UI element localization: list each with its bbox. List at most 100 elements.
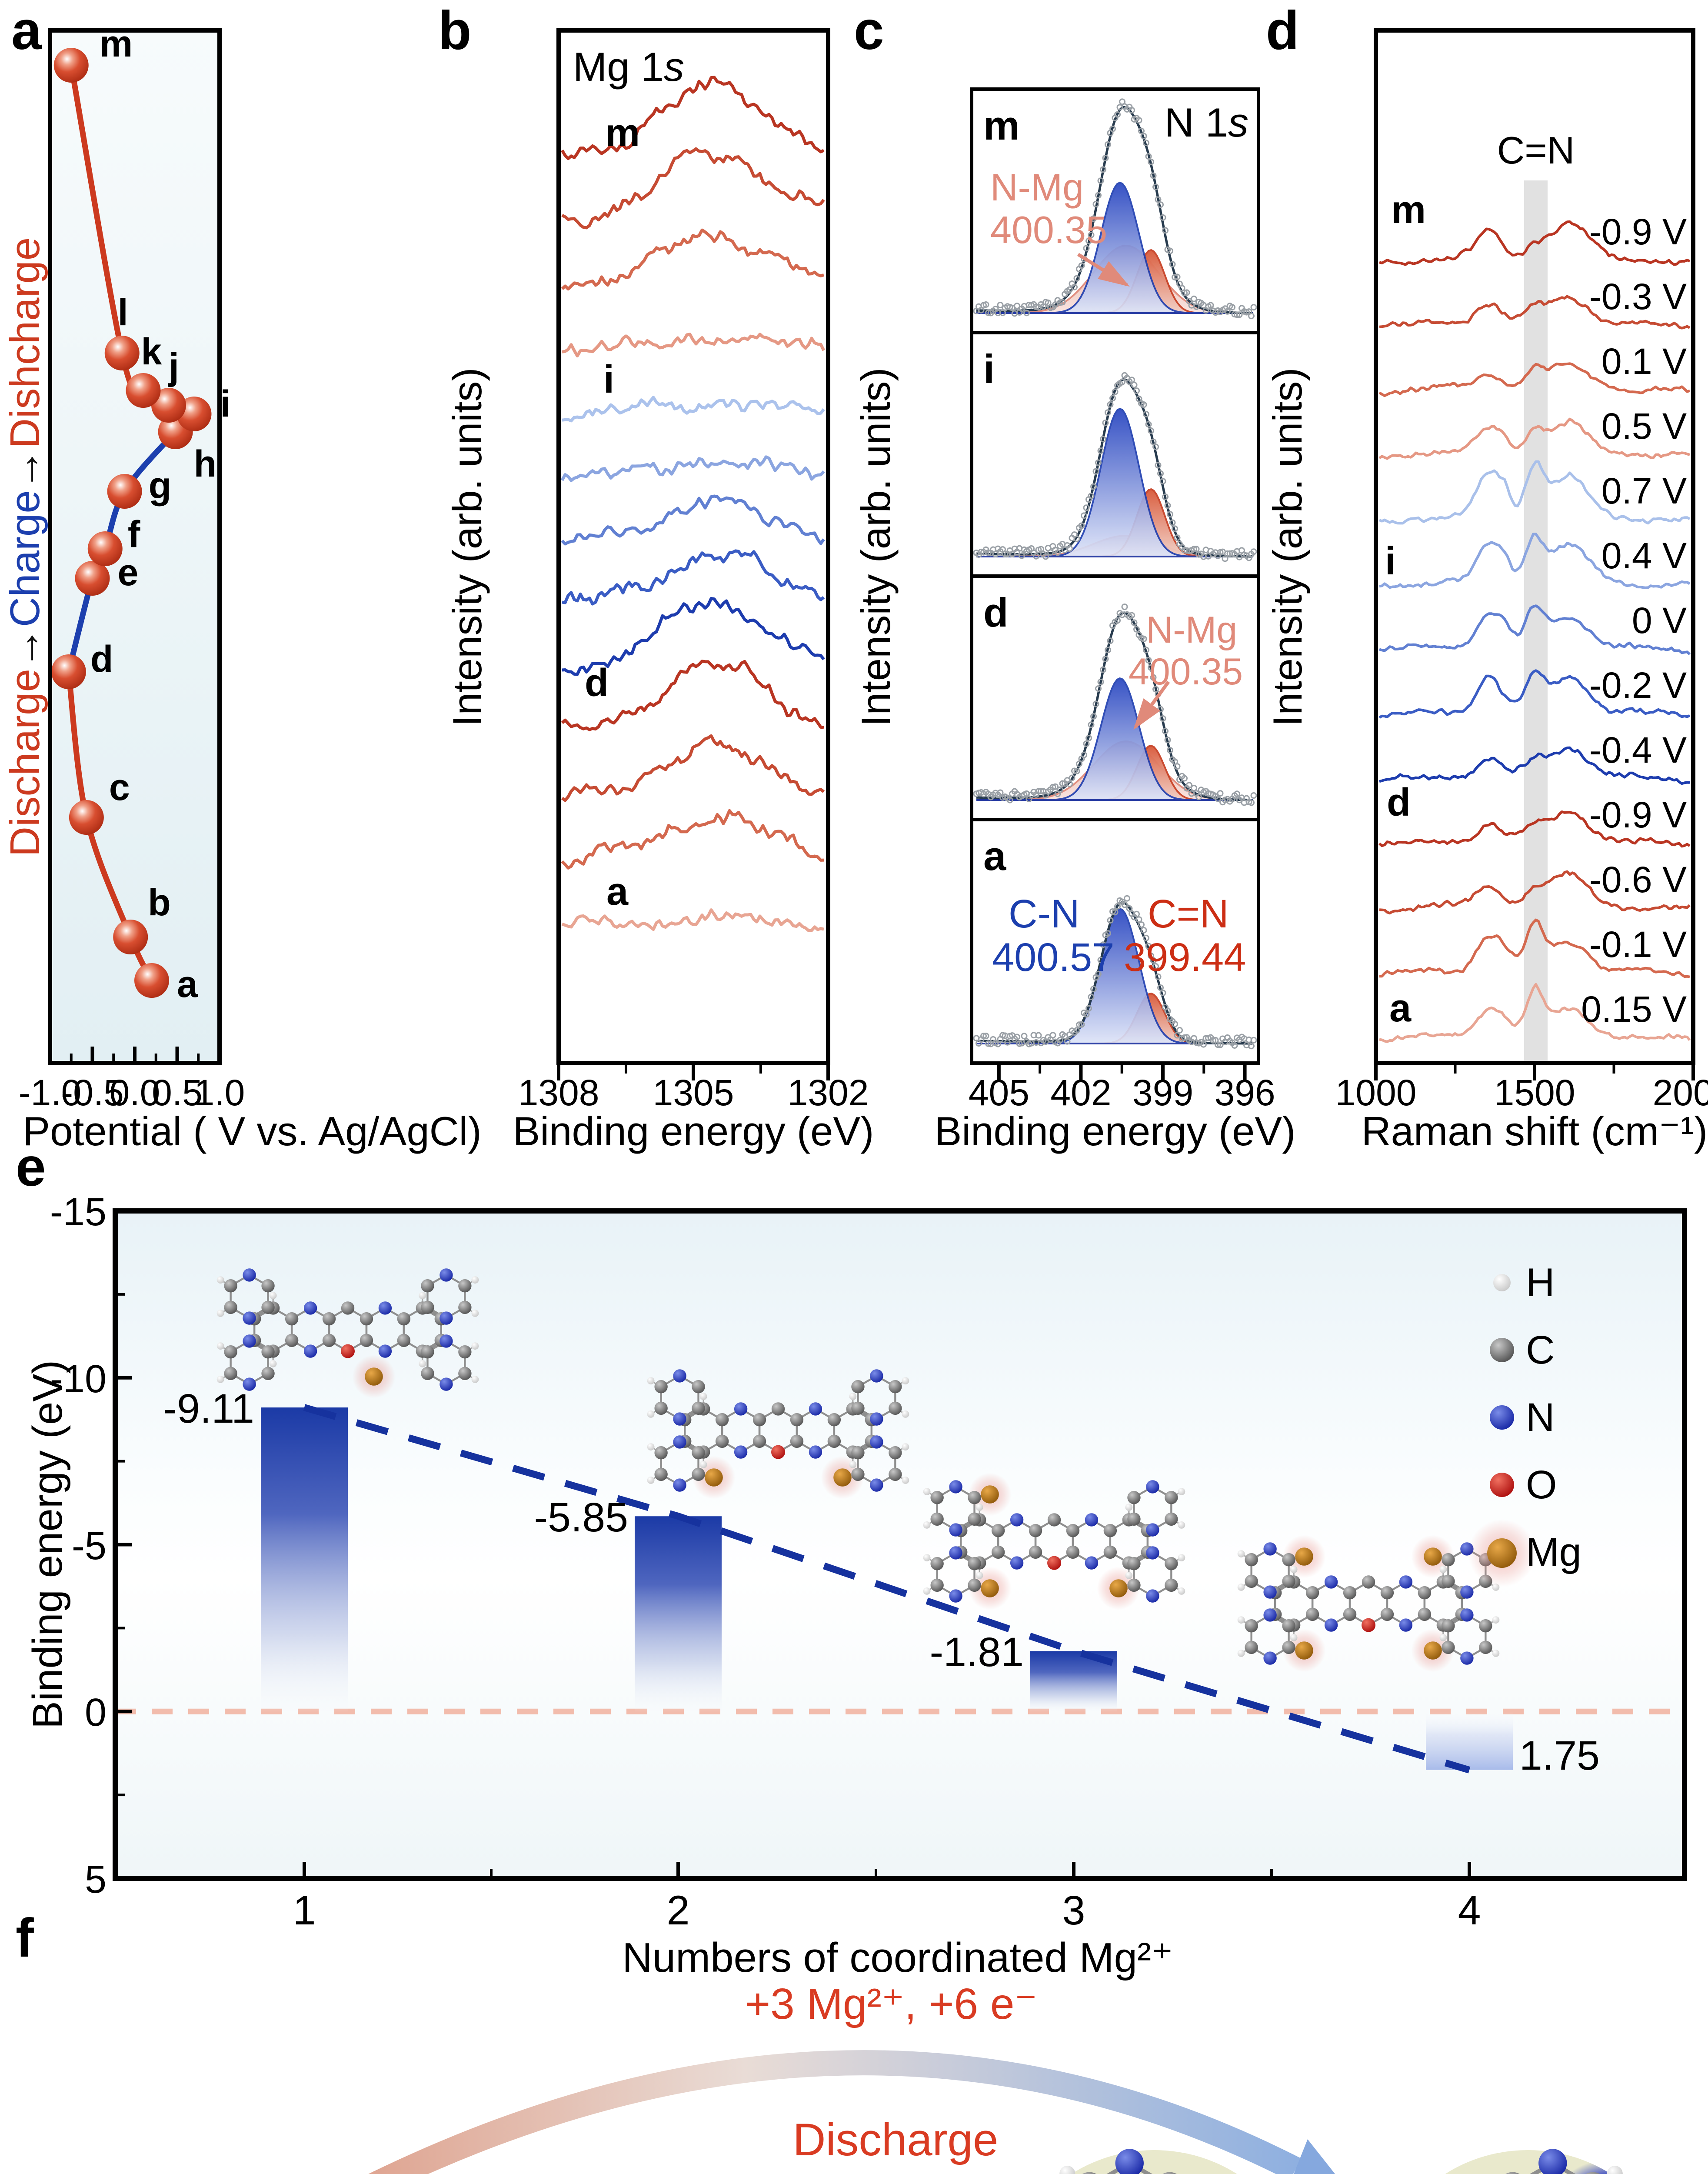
d-voltage-label-11: -0.1 V	[1589, 924, 1687, 965]
annotation-cn: C-N	[1009, 892, 1080, 936]
molecule	[647, 1369, 909, 1499]
molecule	[1237, 1535, 1500, 1672]
annotation-nmg-m: N-Mg	[990, 166, 1084, 209]
point-label-f: f	[127, 513, 140, 555]
d-x-tick: 1500	[1494, 1072, 1575, 1113]
c-x-tick: 405	[968, 1072, 1029, 1113]
a-x-tick: 1.0	[194, 1072, 245, 1113]
panel-e-x-axis-label: Numbers of coordinated Mg²⁺	[622, 1934, 1173, 1981]
e-x-tick: 3	[1062, 1887, 1085, 1934]
y-seg-charge: Charge	[2, 490, 48, 627]
b-curve-label-d: d	[585, 661, 609, 705]
panel-c-y-axis-label: Intensity (arb. units)	[853, 367, 899, 727]
molecule	[923, 1473, 1185, 1610]
panel-c-x-axis-label: Binding energy (eV)	[934, 1108, 1296, 1154]
d-x-tick: 1000	[1335, 1072, 1417, 1113]
e-legend-label-c: C	[1526, 1328, 1555, 1372]
d-voltage-label-4: 0.7 V	[1601, 470, 1687, 511]
point-label-h: h	[193, 443, 217, 485]
y-seg-arrow1: →	[2, 627, 48, 669]
point-label-a: a	[177, 964, 198, 1005]
point-label-k: k	[141, 331, 162, 373]
e-x-tick: 2	[666, 1887, 690, 1934]
e-legend-label-n: N	[1526, 1395, 1555, 1440]
panel-e-letter: e	[16, 1137, 46, 1197]
panel-b-letter: b	[438, 0, 472, 61]
panel-b-y-axis-label: Intensity (arb. units)	[444, 367, 490, 727]
d-voltage-label-0: -0.9 V	[1589, 211, 1687, 252]
d-curve-label-m: m	[1391, 188, 1426, 232]
point-label-j: j	[169, 346, 179, 387]
discharge-label: Discharge	[792, 2114, 999, 2165]
panel-a-letter: a	[11, 0, 42, 61]
panel-d-y-axis-label: Intensity (arb. units)	[1265, 367, 1310, 727]
d-voltage-label-9: -0.9 V	[1589, 794, 1687, 835]
b-curve-label-m: m	[605, 111, 640, 155]
a-x-tick: 0.5	[152, 1072, 203, 1113]
panel-d-x-axis-label: Raman shift (cm⁻¹)	[1361, 1108, 1708, 1154]
bar-value-2: -5.85	[534, 1494, 628, 1540]
b-curve-label-a: a	[606, 870, 629, 914]
d-voltage-label-10: -0.6 V	[1589, 859, 1687, 900]
c-x-tick: 402	[1050, 1072, 1112, 1113]
e-y-tick: 5	[84, 1858, 107, 1901]
panel-f-letter: f	[16, 1908, 34, 1968]
d-voltage-label-3: 0.5 V	[1601, 406, 1687, 447]
point-label-c: c	[109, 767, 130, 808]
panel-b-title: Mg 1s	[573, 44, 684, 90]
c-subpanel-label-a: a	[983, 833, 1006, 879]
b-curve-label-i: i	[603, 358, 615, 401]
e-y-tick: -5	[71, 1524, 107, 1568]
annotation-cen: C=N	[1148, 892, 1229, 936]
d-curve-label-a: a	[1389, 987, 1412, 1030]
e-y-tick: 0	[84, 1691, 107, 1735]
b-x-tick: 1308	[518, 1072, 599, 1113]
point-label-d: d	[90, 638, 113, 680]
c-subpanel-label-i: i	[983, 346, 995, 392]
e-legend-label-mg: Mg	[1526, 1530, 1581, 1574]
point-label-b: b	[148, 882, 171, 924]
annotation-nmg-d: N-Mg	[1146, 609, 1238, 651]
molecule	[1059, 2149, 1623, 2174]
point-label-g: g	[148, 465, 172, 507]
e-y-tick: -10	[50, 1357, 107, 1401]
point-label-i: i	[220, 383, 231, 425]
e-legend-label-o: O	[1526, 1463, 1557, 1507]
d-voltage-label-7: -0.2 V	[1589, 665, 1687, 706]
c-x-tick: 396	[1214, 1072, 1275, 1113]
e-x-tick: 4	[1458, 1887, 1481, 1934]
c-subpanel-label-m: m	[983, 103, 1020, 148]
d-voltage-label-1: -0.3 V	[1589, 276, 1687, 317]
point-label-l: l	[117, 292, 128, 333]
bar-value-1: -9.11	[163, 1386, 254, 1432]
e-x-tick: 1	[293, 1887, 316, 1934]
panel-c-title: N 1s	[1164, 100, 1249, 145]
annotation-cn-value: 400.57	[992, 935, 1115, 980]
e-y-tick: -15	[50, 1190, 107, 1234]
b-x-tick: 1302	[787, 1072, 869, 1113]
d-voltage-label-2: 0.1 V	[1601, 341, 1687, 382]
d-voltage-label-8: -0.4 V	[1589, 730, 1687, 770]
d-voltage-label-12: 0.15 V	[1581, 989, 1687, 1030]
bar-value-4: 1.75	[1519, 1733, 1600, 1779]
discharge-reaction-text: +3 Mg²⁺, +6 e⁻	[745, 1980, 1038, 2028]
bar-value-3: -1.81	[929, 1629, 1024, 1675]
annotation-nmg-value-m: 400.35	[990, 208, 1108, 251]
molecule	[216, 1268, 479, 1398]
a-x-tick: 0.0	[109, 1072, 160, 1113]
point-label-m: m	[99, 23, 133, 65]
d-x-tick: 2000	[1652, 1072, 1708, 1113]
c-subpanel-label-d: d	[983, 590, 1009, 635]
annotation-cen-value: 399.44	[1124, 935, 1246, 980]
d-curve-label-d: d	[1387, 781, 1411, 824]
panel-d-letter: d	[1266, 0, 1299, 61]
panel-d-band-label: C=N	[1497, 129, 1575, 172]
e-legend-label-h: H	[1526, 1260, 1555, 1305]
point-label-e: e	[117, 552, 139, 594]
y-seg-discharge: Discharge	[2, 669, 48, 857]
panel-a-y-axis-label: Discharge → Charge → Dishcharge	[1, 156, 50, 938]
a-x-tick: -0.5	[61, 1072, 124, 1113]
d-voltage-label-6: 0 V	[1631, 600, 1687, 641]
